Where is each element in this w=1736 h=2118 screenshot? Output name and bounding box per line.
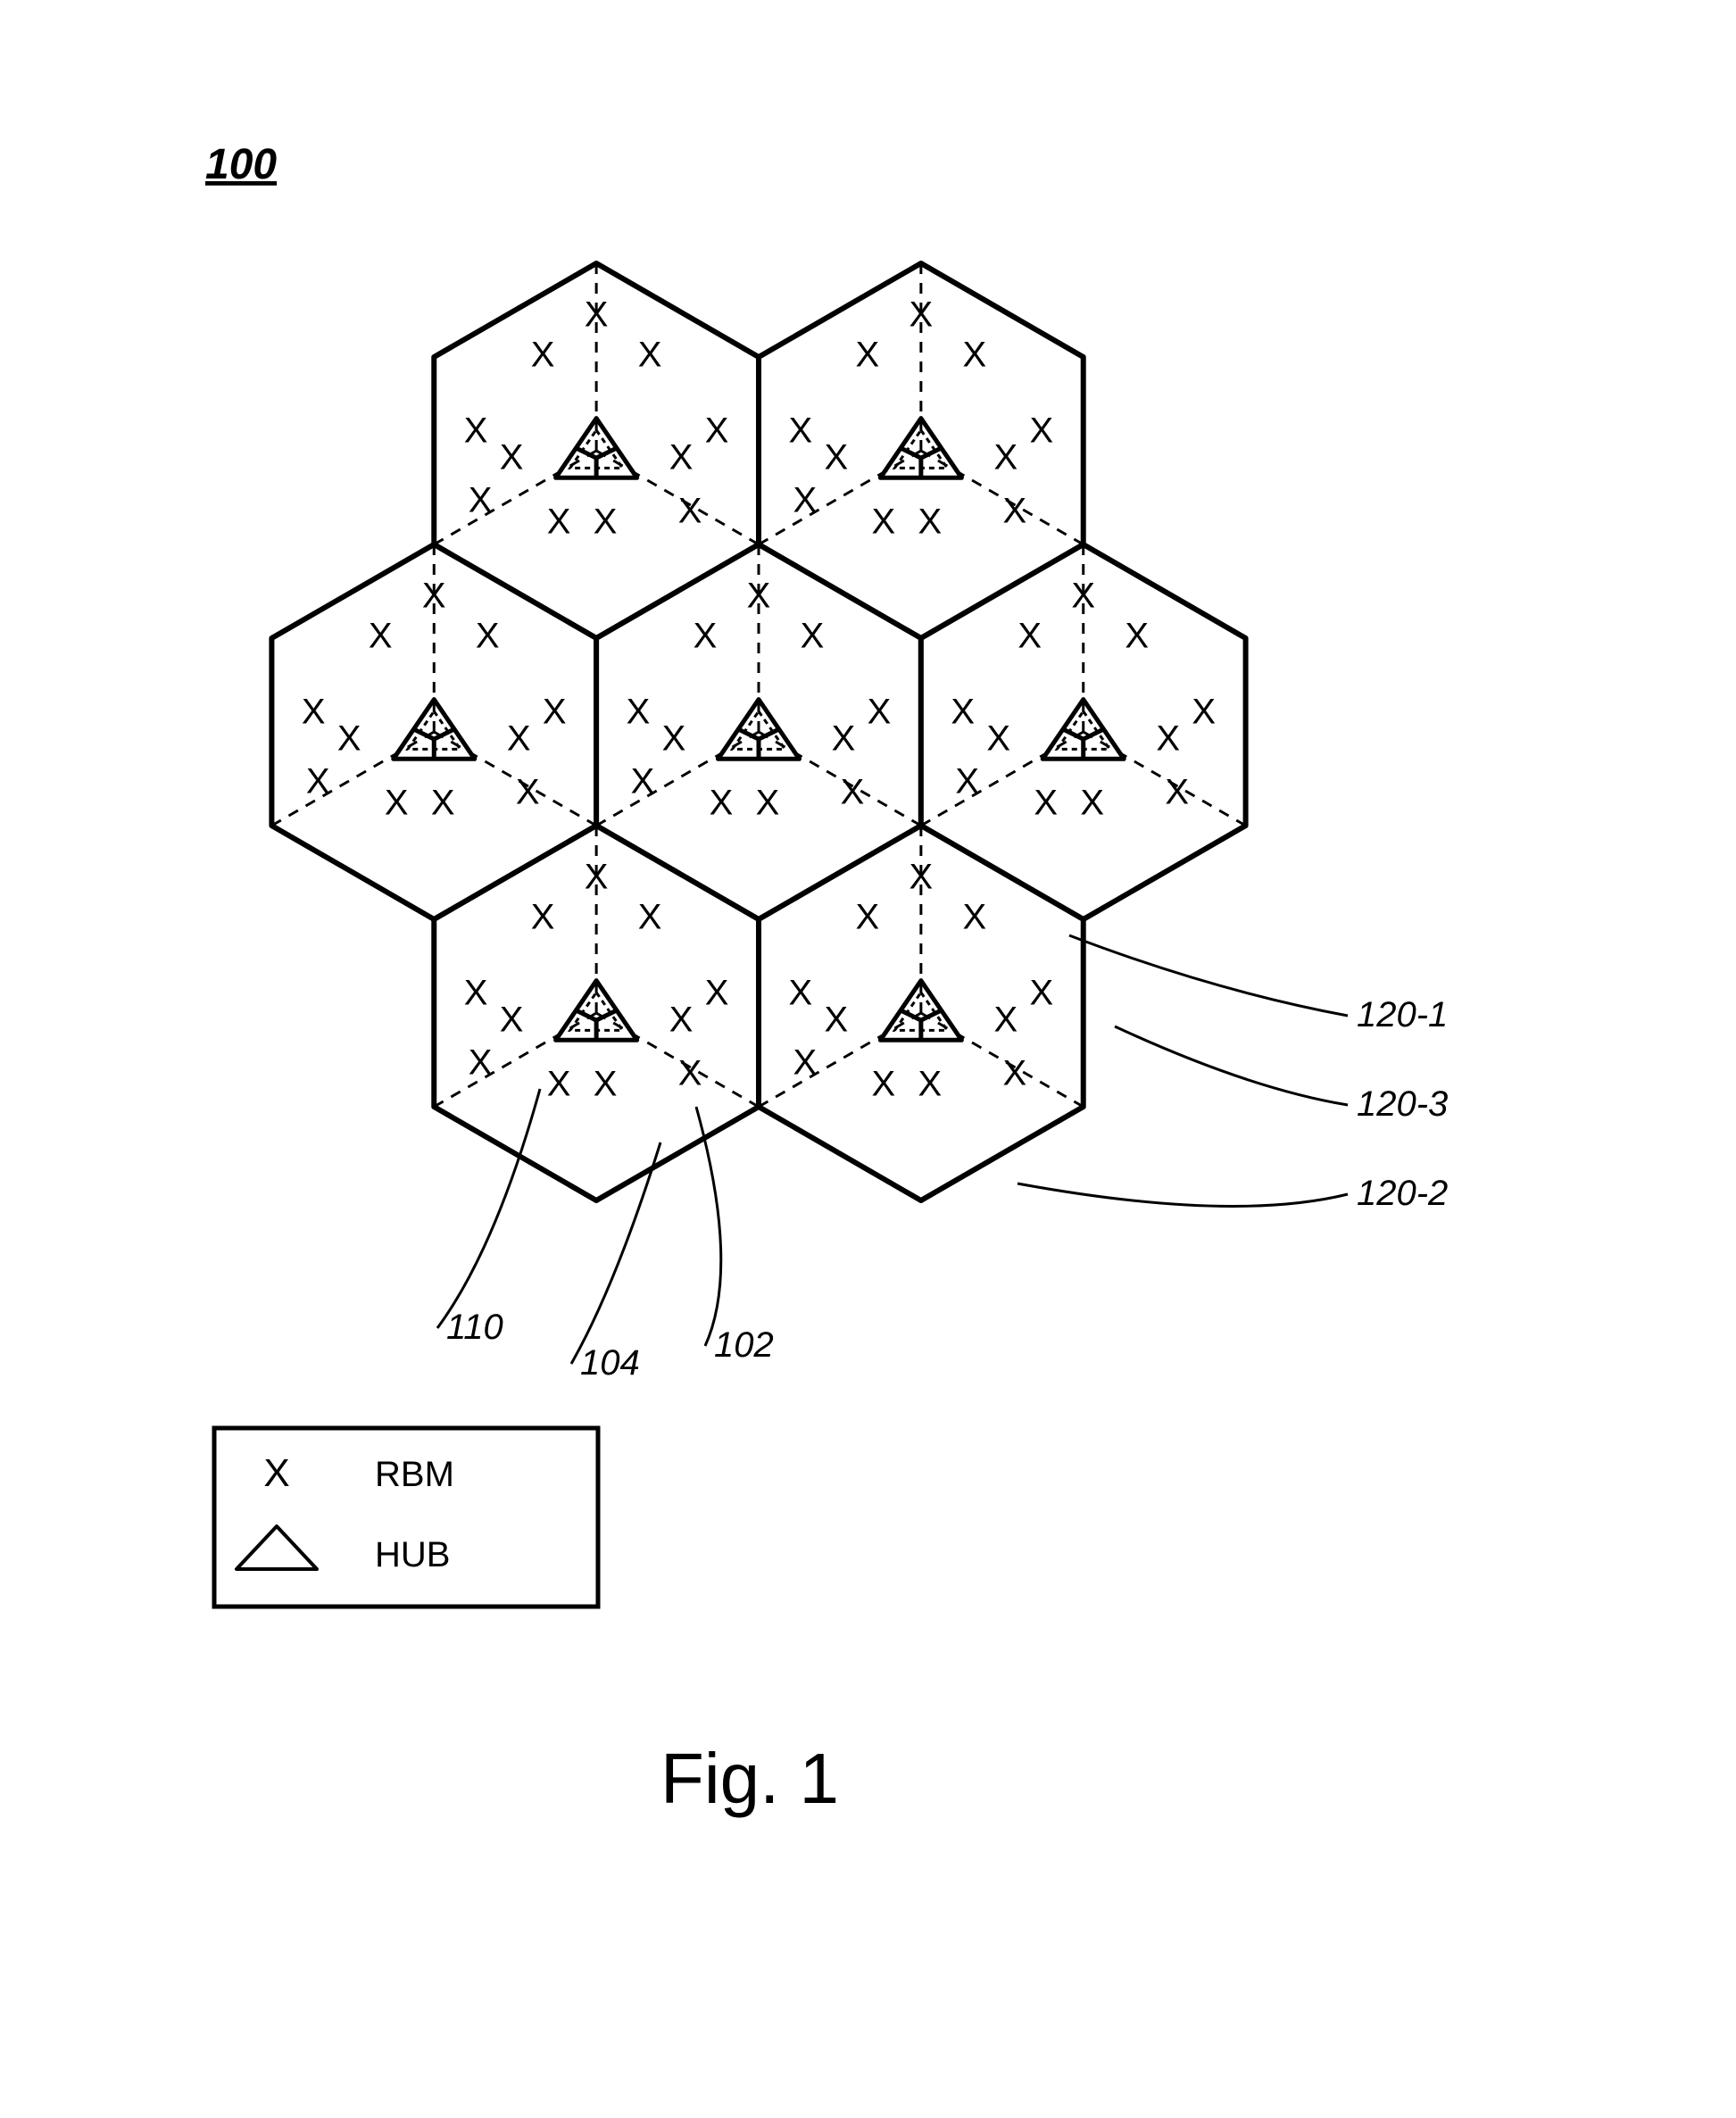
rbm-x-mark: X	[705, 974, 729, 1013]
rbm-x-mark: X	[631, 762, 655, 802]
rbm-x-mark: X	[856, 898, 880, 937]
rbm-x-mark: X	[531, 336, 555, 375]
rbm-x-mark: X	[306, 762, 330, 802]
rbm-x-mark: X	[594, 1065, 618, 1104]
callout-120-1-leader	[1069, 935, 1348, 1016]
rbm-x-mark: X	[469, 481, 493, 520]
callout-120-2: 120-2	[1357, 1174, 1448, 1213]
rbm-x-mark: X	[476, 617, 500, 656]
rbm-x-mark: X	[955, 762, 979, 802]
rbm-x-mark: X	[1003, 1054, 1027, 1093]
legend-x-symbol: X	[263, 1451, 289, 1495]
rbm-x-mark: X	[1030, 411, 1054, 451]
rbm-x-mark: X	[705, 411, 729, 451]
rbm-x-mark: X	[585, 858, 609, 897]
rbm-x-mark: X	[994, 1001, 1018, 1040]
rbm-x-mark: X	[747, 577, 771, 616]
legend-hub-label: HUB	[375, 1535, 450, 1574]
rbm-x-mark: X	[918, 503, 943, 542]
rbm-x-mark: X	[856, 336, 880, 375]
rbm-x-mark: X	[1192, 693, 1216, 732]
rbm-x-mark: X	[669, 438, 694, 478]
rbm-x-mark: X	[464, 411, 488, 451]
rbm-x-mark: X	[694, 617, 718, 656]
callout-120-2-leader	[1018, 1184, 1348, 1206]
rbm-x-mark: X	[585, 295, 609, 335]
rbm-x-mark: X	[547, 503, 571, 542]
rbm-x-mark: X	[638, 336, 662, 375]
callout-120-3: 120-3	[1357, 1084, 1448, 1124]
callout-120-3-leader	[1115, 1026, 1348, 1105]
rbm-x-mark: X	[825, 1001, 849, 1040]
rbm-x-mark: X	[1018, 617, 1042, 656]
figure-caption: Fig. 1	[660, 1739, 839, 1818]
rbm-x-mark: X	[1165, 773, 1189, 812]
rbm-x-mark: X	[431, 784, 455, 823]
callout-110: 110	[446, 1308, 503, 1347]
rbm-x-mark: X	[841, 773, 865, 812]
rbm-x-mark: X	[678, 1054, 702, 1093]
rbm-x-mark: X	[1080, 784, 1104, 823]
rbm-x-mark: X	[302, 693, 326, 732]
rbm-x-mark: X	[832, 719, 856, 759]
rbm-x-mark: X	[994, 438, 1018, 478]
rbm-x-mark: X	[986, 719, 1010, 759]
rbm-x-mark: X	[627, 693, 651, 732]
rbm-x-mark: X	[638, 898, 662, 937]
callout-120-1: 120-1	[1357, 995, 1448, 1034]
rbm-x-mark: X	[1034, 784, 1058, 823]
rbm-x-mark: X	[756, 784, 780, 823]
rbm-x-mark: X	[825, 438, 849, 478]
callout-104: 104	[580, 1343, 640, 1383]
rbm-x-mark: X	[422, 577, 446, 616]
rbm-x-mark: X	[464, 974, 488, 1013]
rbm-x-mark: X	[872, 503, 896, 542]
rbm-x-mark: X	[918, 1065, 943, 1104]
rbm-x-mark: X	[910, 295, 934, 335]
rbm-x-mark: X	[710, 784, 734, 823]
rbm-x-mark: X	[531, 898, 555, 937]
rbm-x-mark: X	[793, 1043, 818, 1083]
figure-number: 100	[205, 141, 277, 188]
rbm-x-mark: X	[910, 858, 934, 897]
rbm-x-mark: X	[963, 898, 987, 937]
rbm-x-mark: X	[469, 1043, 493, 1083]
rbm-x-mark: X	[662, 719, 686, 759]
callout-102: 102	[714, 1325, 774, 1365]
rbm-x-mark: X	[789, 411, 813, 451]
rbm-x-mark: X	[500, 438, 524, 478]
rbm-x-mark: X	[1125, 617, 1149, 656]
rbm-x-mark: X	[963, 336, 987, 375]
rbm-x-mark: X	[669, 1001, 694, 1040]
rbm-x-mark: X	[678, 492, 702, 531]
rbm-x-mark: X	[789, 974, 813, 1013]
rbm-x-mark: X	[547, 1065, 571, 1104]
rbm-x-mark: X	[1003, 492, 1027, 531]
rbm-x-mark: X	[543, 693, 567, 732]
rbm-x-mark: X	[507, 719, 531, 759]
rbm-x-mark: X	[1071, 577, 1095, 616]
rbm-x-mark: X	[500, 1001, 524, 1040]
rbm-x-mark: X	[369, 617, 393, 656]
rbm-x-mark: X	[1156, 719, 1180, 759]
rbm-x-mark: X	[951, 693, 975, 732]
rbm-x-mark: X	[801, 617, 825, 656]
figure-container: XXXXXXXXXXXXXXXXXXXXXXXXXXXXXXXXXXXXXXXX…	[0, 36, 1736, 2082]
rbm-x-mark: X	[594, 503, 618, 542]
rbm-x-mark: X	[793, 481, 818, 520]
legend-rbm-label: RBM	[375, 1455, 454, 1494]
rbm-x-mark: X	[385, 784, 409, 823]
rbm-x-mark: X	[1030, 974, 1054, 1013]
rbm-x-mark: X	[337, 719, 361, 759]
rbm-x-mark: X	[516, 773, 540, 812]
rbm-x-mark: X	[868, 693, 892, 732]
diagram-svg: XXXXXXXXXXXXXXXXXXXXXXXXXXXXXXXXXXXXXXXX…	[0, 36, 1736, 2082]
rbm-x-mark: X	[872, 1065, 896, 1104]
